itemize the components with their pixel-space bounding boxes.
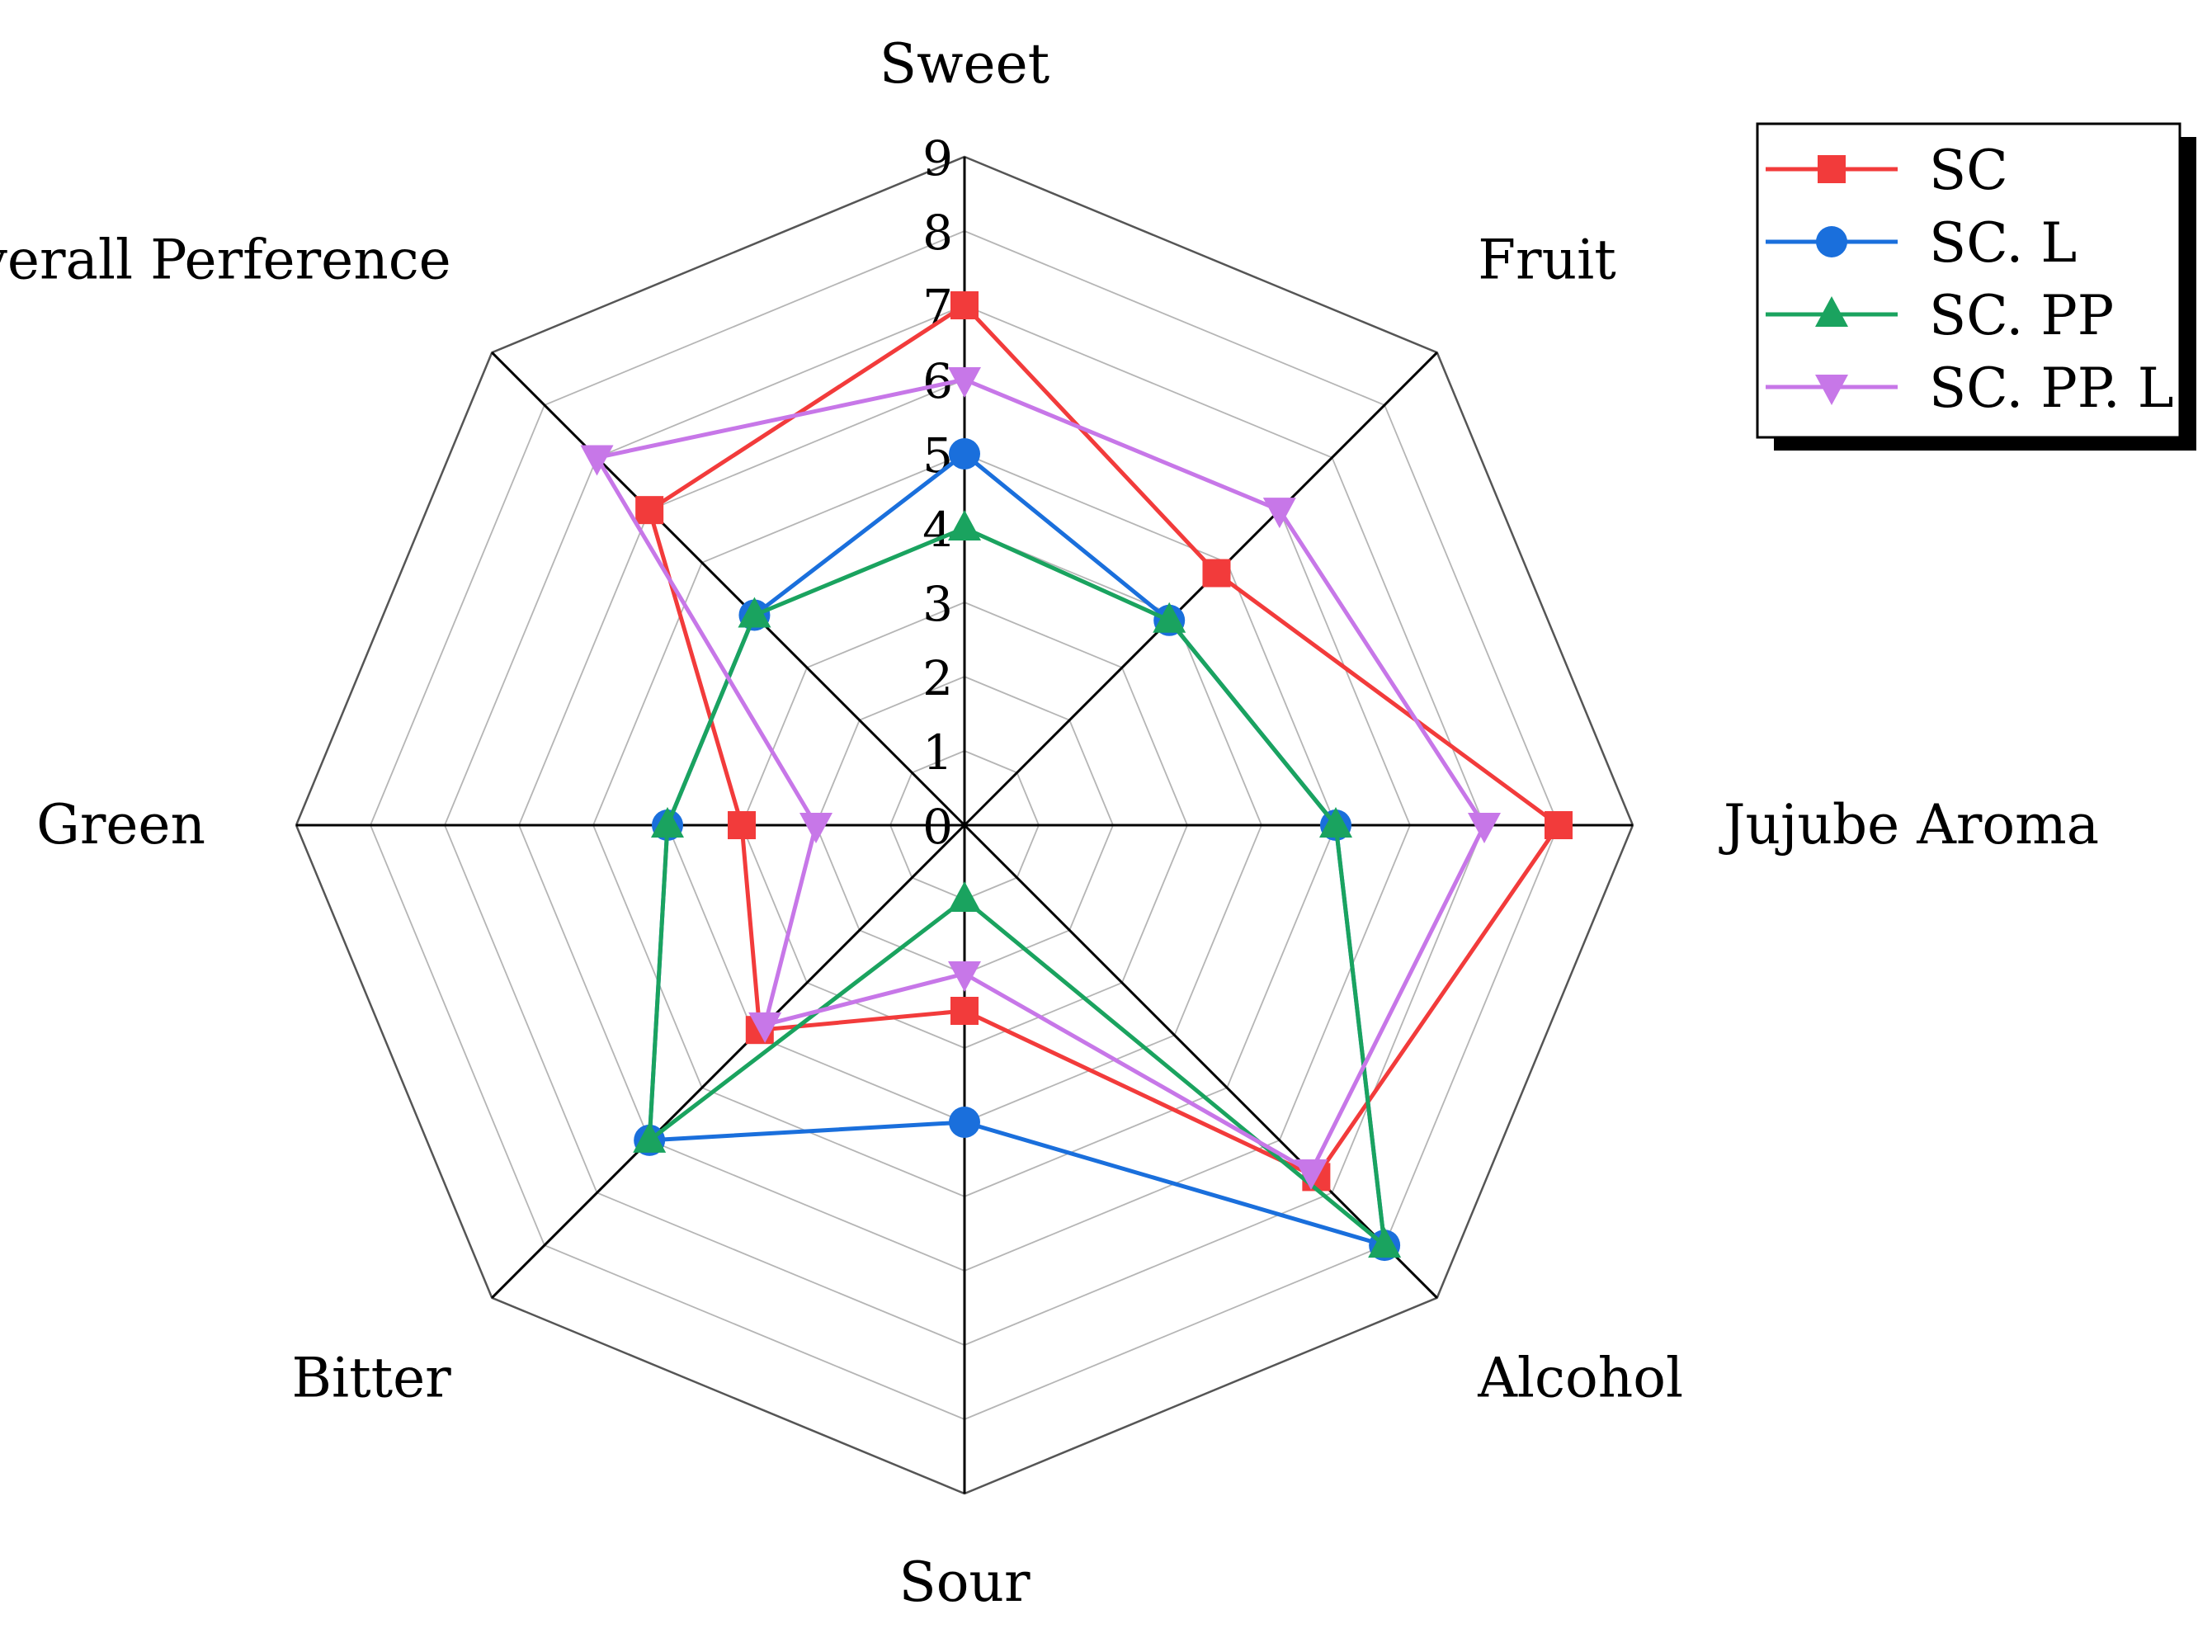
data-point-3-6 <box>799 813 832 843</box>
axis-label-fruit: Fruit <box>1478 229 1615 292</box>
axis-label-sour: Sour <box>898 1551 1030 1614</box>
data-point-3-7 <box>580 445 614 476</box>
axis-label-jujube-aroma: Jujube Aroma <box>1719 793 2099 857</box>
data-point-3-2 <box>1468 813 1501 843</box>
series-line-1 <box>647 451 1387 1248</box>
data-point-0-7 <box>635 496 664 525</box>
series-2 <box>633 510 1402 1258</box>
series-1 <box>634 438 1401 1262</box>
data-point-3-5 <box>748 1012 782 1043</box>
series-3 <box>580 367 1501 1191</box>
tick-label-9: 9 <box>922 130 953 186</box>
axis-layer <box>296 157 1633 1494</box>
data-point-0-6 <box>728 811 756 839</box>
data-point-2-2 <box>1319 807 1352 838</box>
axis-label-layer: Sweet Fruit Jujube Aroma Alcohol Sour Bitter G… <box>0 32 2099 1614</box>
data-point-3-0 <box>948 367 981 398</box>
data-point-2-1 <box>1153 602 1186 633</box>
legend: SC SC. L SC. PP SC. PP. L <box>1756 122 2196 451</box>
tick-label-0: 0 <box>922 799 953 855</box>
legend-label-2: SC. PP <box>1929 284 2114 347</box>
axis-spoke-bitter <box>491 824 966 1299</box>
legend-marker-0 <box>1818 155 1846 183</box>
data-point-3-3 <box>1295 1159 1328 1191</box>
legend-label-1: SC. L <box>1929 211 2077 275</box>
legend-label-3: SC. PP. L <box>1929 356 2174 420</box>
tick-label-1: 1 <box>922 725 953 781</box>
tick-label-4: 4 <box>922 502 953 558</box>
series-layer <box>580 291 1573 1262</box>
tick-label-8: 8 <box>922 205 953 261</box>
data-point-2-6 <box>651 807 684 838</box>
axis-label-green: Green <box>36 793 205 857</box>
data-point-2-3 <box>1368 1227 1402 1258</box>
axis-label-alcohol: Alcohol <box>1477 1346 1683 1409</box>
data-point-0-1 <box>1202 559 1231 588</box>
data-point-1-4 <box>949 1107 980 1138</box>
data-point-2-0 <box>948 510 981 540</box>
legend-marker-2 <box>1815 296 1848 327</box>
tick-label-2: 2 <box>922 650 953 706</box>
axis-label-sweet: Sweet <box>880 32 1049 96</box>
data-point-2-7 <box>738 597 771 628</box>
series-line-3 <box>595 377 1487 1174</box>
data-point-0-2 <box>1545 811 1573 839</box>
data-point-3-4 <box>948 961 981 992</box>
axis-label-bitter: Bitter <box>291 1346 451 1409</box>
data-point-0-0 <box>950 291 979 319</box>
data-point-0-4 <box>950 997 979 1025</box>
data-point-1-0 <box>949 438 980 470</box>
legend-label-0: SC <box>1929 139 2008 202</box>
axis-label-overall-perference: Overall Perference <box>0 229 451 292</box>
legend-marker-1 <box>1816 226 1847 257</box>
data-point-2-5 <box>633 1121 667 1153</box>
legend-items: SC SC. L SC. PP SC. PP. L <box>1766 139 2174 420</box>
legend-marker-3 <box>1815 375 1848 405</box>
tick-label-7: 7 <box>922 279 953 335</box>
axis-spoke-overall-perference <box>491 352 966 827</box>
tick-label-3: 3 <box>922 576 953 632</box>
data-point-2-4 <box>948 881 981 912</box>
axis-spoke-alcohol <box>963 824 1438 1299</box>
axis-spoke-fruit <box>963 352 1438 827</box>
data-point-3-1 <box>1262 498 1296 529</box>
